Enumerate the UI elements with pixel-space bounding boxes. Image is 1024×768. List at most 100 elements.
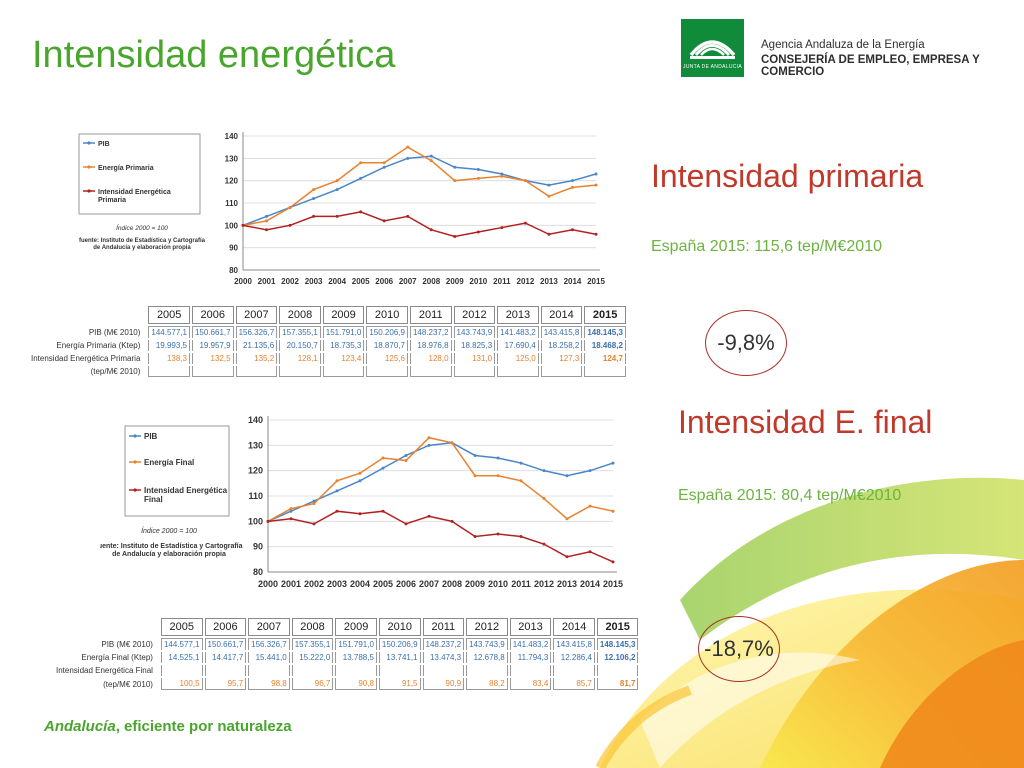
data-point <box>565 517 569 521</box>
data-point <box>427 436 431 440</box>
data-point <box>429 228 433 232</box>
table-cell: 132,5 <box>191 353 234 364</box>
x-tick-label: 2004 <box>328 277 346 286</box>
table-cell: 91,5 <box>378 678 421 690</box>
table-cell <box>160 665 203 676</box>
data-point <box>453 165 457 169</box>
table-cell: 90,8 <box>335 678 377 690</box>
table-year-header: 2012 <box>466 618 508 636</box>
primary-heading: Intensidad primaria <box>651 158 924 194</box>
data-point <box>265 228 269 232</box>
data-point <box>335 479 339 483</box>
final-spain-reference: España 2015: 80,4 tep/M€2010 <box>678 487 902 504</box>
table-year-header: 2010 <box>366 306 408 324</box>
data-point <box>381 509 385 513</box>
chart-source: fuente: Instituto de Estadística y Carto… <box>100 543 243 558</box>
table-year-header: 2008 <box>291 618 334 636</box>
table-cell: 148.145,3 <box>596 638 639 650</box>
data-point <box>570 179 574 183</box>
data-point <box>588 504 592 508</box>
x-tick-label: 2009 <box>446 277 464 286</box>
final-change-badge: -18,7% <box>698 616 780 682</box>
legend-marker <box>87 141 91 145</box>
table-cell <box>148 366 190 377</box>
y-tick-label: 100 <box>225 221 239 230</box>
table-row: Energía Final (Ktep) 14.525,1 14.417,7 15.4… <box>54 652 639 663</box>
table-cell: 135,2 <box>235 353 278 364</box>
table-cell: 144.577,1 <box>160 638 203 650</box>
table-cell: 12.678,8 <box>466 652 508 663</box>
data-point <box>404 459 408 463</box>
data-point <box>611 560 615 564</box>
table-row: Intensidad Energética Final <box>54 665 639 676</box>
table-row: PIB (M€ 2010) 144.577,1 150.661,7 156.326,7… <box>29 326 626 338</box>
page-title: Intensidad energética <box>32 34 396 76</box>
data-point <box>453 179 457 183</box>
data-point <box>359 210 363 214</box>
table-cell <box>291 665 334 676</box>
table-cell: 12.286,4 <box>553 652 595 663</box>
table-cell: 85,7 <box>553 678 595 690</box>
table-cell <box>279 366 321 377</box>
data-point <box>519 479 523 483</box>
table-corner <box>54 618 159 636</box>
legend-label: Intensidad Energética Final <box>144 486 228 504</box>
data-point <box>473 453 477 457</box>
table-cell <box>540 366 583 377</box>
data-point <box>594 232 598 236</box>
legend-label: Energía Primaria <box>98 165 154 172</box>
data-point <box>500 172 504 176</box>
x-tick-label: 2000 <box>234 277 252 286</box>
table-cell: 150.206,9 <box>366 326 408 338</box>
table-year-header: 2014 <box>540 306 583 324</box>
table-cell: 143.415,8 <box>553 638 595 650</box>
table-cell: 124,7 <box>584 353 626 364</box>
table-cell <box>322 366 365 377</box>
legend-marker <box>133 488 137 492</box>
data-point <box>542 469 546 473</box>
table-row: PIB (M€ 2010) 144.577,1 150.661,7 156.326,7… <box>54 638 639 650</box>
table-cell: 128,1 <box>279 353 321 364</box>
y-tick-label: 120 <box>248 466 263 476</box>
table-year-header: 2010 <box>378 618 421 636</box>
table-year-header: 2013 <box>497 306 539 324</box>
table-cell <box>509 665 552 676</box>
data-point <box>570 185 574 189</box>
table-year-header: 2015 <box>596 618 639 636</box>
y-tick-label: 130 <box>248 440 263 450</box>
data-point <box>289 507 293 511</box>
x-tick-label: 2014 <box>580 579 600 589</box>
final-intensity-chart: PIB Energía Final Intensidad Energética Fin… <box>100 415 623 589</box>
table-row-label: (tep/M€ 2010) <box>103 679 153 689</box>
data-point <box>496 456 500 460</box>
table-cell: 18.258,2 <box>540 340 583 351</box>
table-cell: 157.355,1 <box>279 326 321 338</box>
legend-marker <box>87 189 91 193</box>
data-point <box>381 466 385 470</box>
primary-change-badge: -9,8% <box>705 310 787 376</box>
table-year-header: 2014 <box>553 618 595 636</box>
series-line-3 <box>242 211 597 238</box>
data-point <box>241 223 245 227</box>
chart-note: Índice 2000 = 100 <box>141 526 197 535</box>
x-tick-label: 2015 <box>587 277 605 286</box>
data-point <box>381 456 385 460</box>
table-cell: 20.150,7 <box>279 340 321 351</box>
table-year-header: 2008 <box>279 306 321 324</box>
table-row: Energía Primaria (Ktep) 19.993,5 19.957,9 2… <box>29 340 626 351</box>
data-point <box>288 205 292 209</box>
x-tick-label: 2013 <box>557 579 577 589</box>
table-cell: 127,3 <box>540 353 583 364</box>
table-cell: 98,8 <box>248 678 290 690</box>
table-cell: 19.993,5 <box>148 340 190 351</box>
data-point <box>542 542 546 546</box>
table-cell <box>335 665 377 676</box>
table-cell: 18.976,8 <box>409 340 452 351</box>
table-cell <box>584 366 626 377</box>
data-point <box>429 159 433 163</box>
y-tick-label: 110 <box>225 199 238 208</box>
x-tick-label: 2008 <box>422 277 440 286</box>
data-point <box>453 235 457 238</box>
table-cell <box>596 665 639 676</box>
table-year-header: 2013 <box>509 618 552 636</box>
